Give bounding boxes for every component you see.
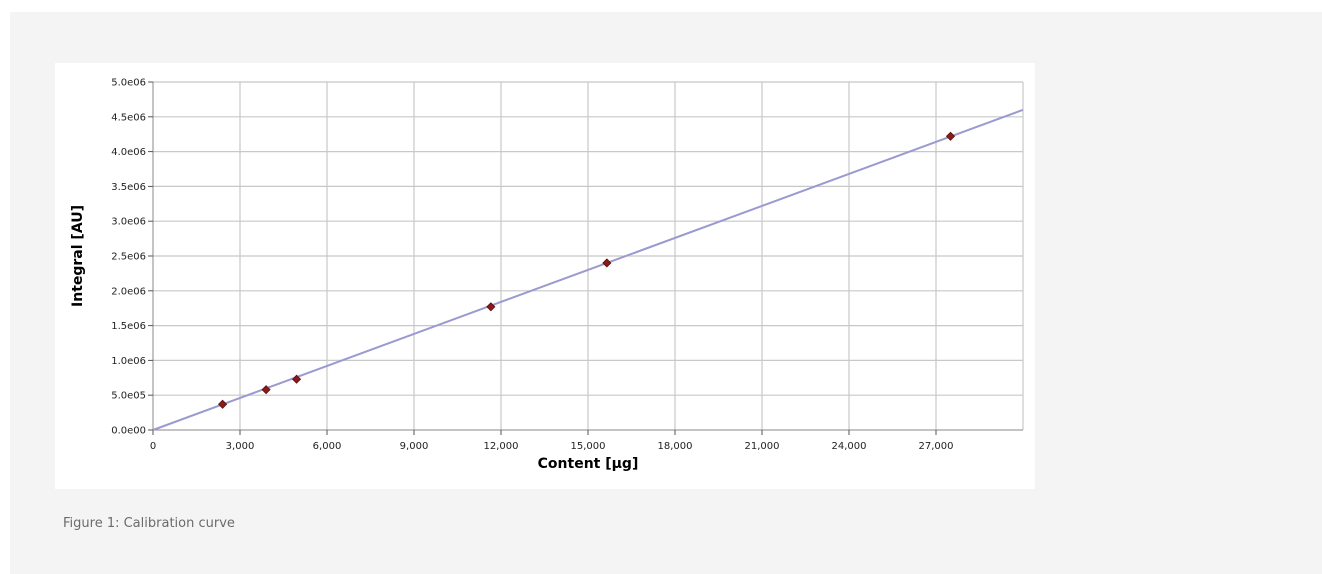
- x-tick-label: 21,000: [745, 441, 780, 452]
- y-tick-label: 3.5e06: [111, 182, 146, 193]
- y-tick-label: 0.0e00: [111, 426, 146, 437]
- figure-caption: Figure 1: Calibration curve: [63, 516, 235, 531]
- y-axis-title: Integral [AU]: [70, 205, 86, 307]
- calibration-chart: 0 3,000 6,000 9,000 12,000 15,000 18,000 21,000…: [55, 63, 1035, 489]
- x-tick-label: 3,000: [226, 441, 255, 452]
- chart-svg: 0 3,000 6,000 9,000 12,000 15,000 18,000 21,000…: [70, 78, 1024, 472]
- data-point: [602, 258, 612, 268]
- x-tick-label: 12,000: [484, 441, 519, 452]
- y-tick-label: 2.5e06: [111, 252, 146, 263]
- grid-layer: [153, 81, 1024, 430]
- x-tick-label: 24,000: [832, 441, 867, 452]
- x-tick-label: 18,000: [658, 441, 693, 452]
- ticks-layer: 0 3,000 6,000 9,000 12,000 15,000 18,000 21,000…: [111, 78, 953, 453]
- y-tick-label: 4.5e06: [111, 112, 146, 123]
- y-tick-label: 5.0e06: [111, 78, 146, 89]
- data-point: [218, 399, 228, 409]
- x-tick-label: 15,000: [571, 441, 606, 452]
- y-tick-label: 5.0e05: [111, 391, 146, 402]
- x-axis-title: Content [µg]: [538, 456, 639, 472]
- y-tick-label: 1.0e06: [111, 356, 146, 367]
- y-tick-label: 4.0e06: [111, 147, 146, 158]
- data-point: [945, 131, 956, 141]
- y-tick-label: 2.0e06: [111, 286, 146, 297]
- figure-panel: 0 3,000 6,000 9,000 12,000 15,000 18,000 21,000…: [10, 12, 1322, 574]
- points-layer: [218, 131, 956, 409]
- data-point: [486, 302, 496, 312]
- x-tick-label: 9,000: [400, 441, 429, 452]
- y-tick-label: 1.5e06: [111, 321, 146, 332]
- x-tick-label: 6,000: [313, 441, 342, 452]
- data-point: [291, 374, 302, 384]
- data-point: [261, 385, 271, 395]
- y-tick-label: 3.0e06: [111, 217, 146, 228]
- x-tick-label: 27,000: [919, 441, 954, 452]
- x-tick-label: 0: [150, 441, 156, 452]
